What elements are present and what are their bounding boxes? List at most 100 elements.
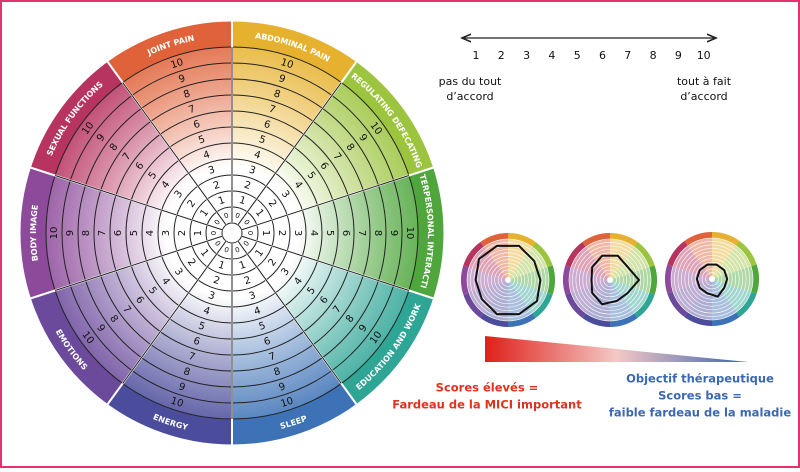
ring-label: 1 <box>254 247 267 259</box>
segment <box>122 241 232 419</box>
mini-band <box>565 292 586 319</box>
scale-number: 8 <box>650 49 657 62</box>
mini-band <box>508 233 536 247</box>
mini-band <box>665 264 674 294</box>
ring-label: 1 <box>238 195 247 207</box>
mini-ring <box>582 252 638 308</box>
ring-label: 3 <box>292 230 303 236</box>
scale-number: 10 <box>697 49 711 62</box>
ring-label: 3 <box>207 290 216 302</box>
mini-segment <box>611 246 649 280</box>
ring-label: 0 <box>234 211 241 220</box>
ring-label: 3 <box>161 230 172 236</box>
ring-label: 0 <box>213 218 222 226</box>
mini-band <box>546 265 555 295</box>
mini-band <box>712 312 740 326</box>
ring-label: 5 <box>129 230 140 236</box>
ring-label: 10 <box>279 57 295 71</box>
low-caption: Scores bas = <box>658 389 742 403</box>
mini-ring <box>592 262 628 298</box>
ring-label: 6 <box>192 336 201 348</box>
ring-label: 2 <box>243 275 252 287</box>
mini-band <box>565 241 586 268</box>
segment-label: BODY IMAGE <box>28 204 39 262</box>
ring-label: 4 <box>308 230 319 236</box>
mini-band <box>712 232 740 246</box>
segment-band <box>30 61 123 176</box>
mini-ring <box>568 238 652 322</box>
ring-label: 5 <box>258 320 267 332</box>
ring-label: 5 <box>197 320 206 332</box>
mini-band <box>684 232 712 246</box>
scale-left-label: d’accord <box>446 90 493 103</box>
ring-label: 8 <box>182 88 191 100</box>
segment <box>46 175 223 291</box>
segment-divider <box>54 175 223 231</box>
ring-label: 0 <box>210 231 218 235</box>
ring-label: 0 <box>223 211 230 220</box>
mini-band <box>582 233 610 247</box>
ring-label: 4 <box>252 149 261 161</box>
mini-segment <box>571 246 609 280</box>
segment-divider <box>241 175 410 231</box>
mini-ring <box>603 273 617 287</box>
ring-label: 10 <box>169 396 185 410</box>
mini-ring <box>589 259 631 301</box>
ring-label: 1 <box>217 195 226 207</box>
ring-label: 4 <box>202 305 211 317</box>
score-polygon <box>590 254 641 306</box>
mini-ring <box>705 272 719 286</box>
ring-label: 2 <box>212 275 221 287</box>
ring-label: 8 <box>273 366 282 378</box>
scale-number: 3 <box>523 49 530 62</box>
ring-label: 7 <box>267 104 276 116</box>
ring-label: 0 <box>246 231 254 235</box>
scale-number: 6 <box>599 49 606 62</box>
mini-ring <box>490 262 526 298</box>
scale-number: 7 <box>624 49 631 62</box>
ring-label: 6 <box>340 230 351 236</box>
ring-label: 6 <box>113 230 124 236</box>
ring-label: 1 <box>238 260 247 272</box>
mini-ring <box>494 266 522 294</box>
ring-label: 9 <box>357 323 370 335</box>
mini-ring <box>470 242 546 318</box>
ring-label: 2 <box>243 180 252 192</box>
low-caption: Objectif thérapeutique <box>626 372 774 386</box>
scale-number: 5 <box>574 49 581 62</box>
ring-label: 6 <box>192 119 201 131</box>
segment <box>55 82 227 230</box>
segment-label-text: BODY IMAGE <box>28 204 39 262</box>
mini-band <box>532 292 553 319</box>
ring-label: 8 <box>344 313 357 325</box>
ring-label: 3 <box>207 164 216 176</box>
mini-band <box>736 291 757 318</box>
scale-right-label: tout à fait <box>677 75 732 88</box>
scale-right-label: d’accord <box>680 90 727 103</box>
mini-band <box>461 265 470 295</box>
mini-ring <box>579 249 641 311</box>
mini-band <box>563 265 572 295</box>
ring-label: 10 <box>49 227 60 240</box>
ring-label: 0 <box>234 246 241 255</box>
mini-ring <box>483 255 533 305</box>
mini-segment <box>612 267 651 293</box>
mini-segment <box>469 280 507 314</box>
ring-label: 3 <box>279 189 292 201</box>
mini-ring <box>599 269 621 291</box>
segment <box>237 82 409 230</box>
ring-label: 6 <box>134 160 147 172</box>
ring-label: 10 <box>169 57 185 71</box>
segment-band <box>19 167 56 299</box>
ring-label: 6 <box>318 294 331 306</box>
ring-label: 0 <box>242 218 251 226</box>
ring-label: 4 <box>160 179 173 191</box>
ring-label: 5 <box>305 285 318 297</box>
ring-label: 2 <box>276 230 287 236</box>
ring-label: 9 <box>94 323 107 335</box>
ring-label: 2 <box>177 230 188 236</box>
ring-label: 8 <box>108 142 121 154</box>
ring-label: 1 <box>199 207 212 219</box>
segment <box>237 236 409 384</box>
